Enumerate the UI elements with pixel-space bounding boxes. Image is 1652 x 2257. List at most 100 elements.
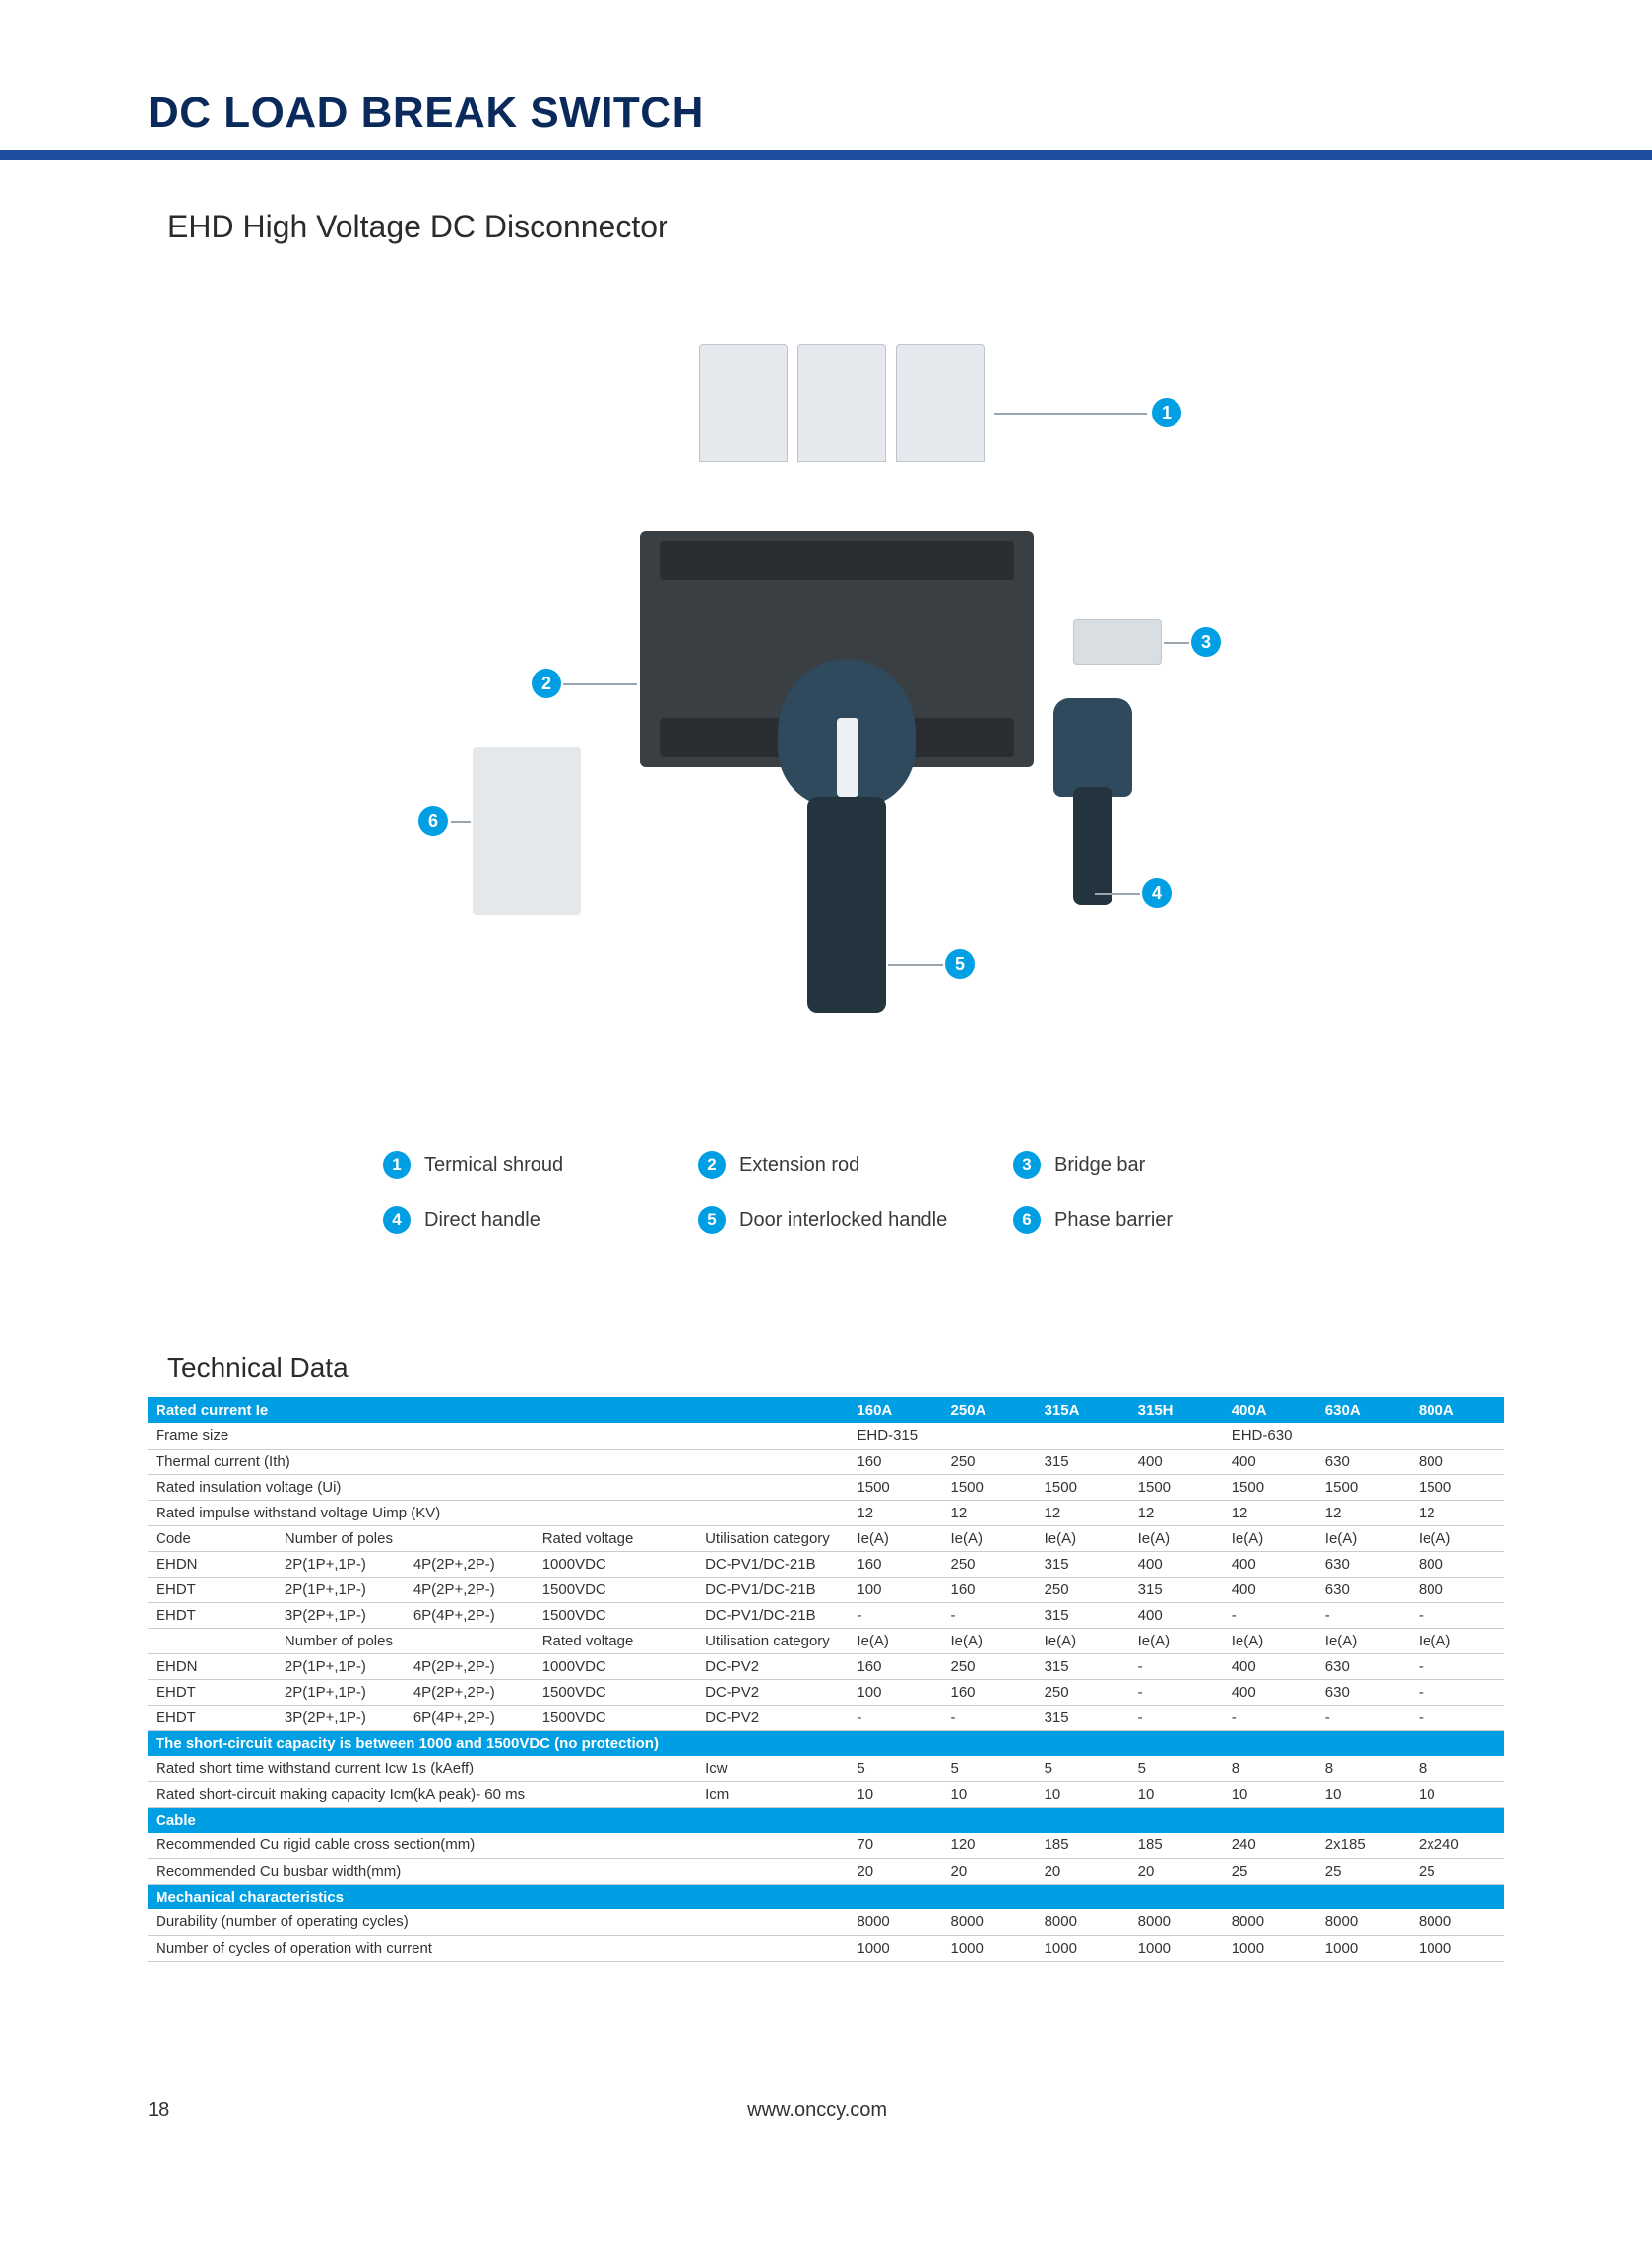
- table-header-cell: 250A: [942, 1397, 1036, 1423]
- table-cell: Cable: [148, 1807, 1504, 1833]
- table-cell: -: [1411, 1602, 1504, 1628]
- table-cell: 250: [1037, 1679, 1130, 1705]
- table-cell: Ie(A): [942, 1525, 1036, 1551]
- legend-badge: 4: [383, 1206, 411, 1234]
- table-cell: -: [1411, 1705, 1504, 1730]
- table-cell: 6P(4P+,2P-): [406, 1705, 535, 1730]
- table-cell: 20: [1130, 1858, 1224, 1884]
- table-cell: 12: [1130, 1500, 1224, 1525]
- table-cell: 10: [1317, 1781, 1411, 1807]
- table-cell: 4P(2P+,2P-): [406, 1577, 535, 1602]
- page-title: DC LOAD BREAK SWITCH: [148, 89, 1504, 138]
- table-cell: 6P(4P+,2P-): [406, 1602, 535, 1628]
- table-cell: 400: [1224, 1653, 1317, 1679]
- table-cell: Utilisation category: [697, 1628, 849, 1653]
- table-header-cell: 400A: [1224, 1397, 1317, 1423]
- table-cell: Ie(A): [942, 1628, 1036, 1653]
- table-header-cell: 160A: [849, 1397, 942, 1423]
- table-cell: 400: [1130, 1602, 1224, 1628]
- table-cell: 10: [1130, 1781, 1224, 1807]
- legend-badge: 1: [383, 1151, 411, 1179]
- table-cell: 10: [942, 1781, 1036, 1807]
- table-cell: EHD-315: [849, 1423, 1223, 1449]
- table-cell: 630: [1317, 1679, 1411, 1705]
- table-cell: Ie(A): [1224, 1525, 1317, 1551]
- table-cell: 8000: [1130, 1909, 1224, 1935]
- table-cell: 1500: [1224, 1474, 1317, 1500]
- table-cell: Ie(A): [1130, 1525, 1224, 1551]
- table-cell: 185: [1037, 1833, 1130, 1858]
- legend-label: Extension rod: [739, 1154, 859, 1177]
- table-cell: 2P(1P+,1P-): [277, 1653, 406, 1679]
- legend-item: 3Bridge bar: [1013, 1151, 1269, 1179]
- table-cell: 630: [1317, 1653, 1411, 1679]
- page-number: 18: [148, 2099, 169, 2122]
- table-cell: 1000: [1317, 1935, 1411, 1961]
- table-cell: Ie(A): [849, 1525, 942, 1551]
- table-cell: 20: [849, 1858, 942, 1884]
- table-cell: EHDT: [148, 1577, 277, 1602]
- table-cell: 160: [849, 1449, 942, 1474]
- table-cell: 1500: [849, 1474, 942, 1500]
- table-cell: 8000: [942, 1909, 1036, 1935]
- table-cell: Icm: [697, 1781, 849, 1807]
- table-cell: 3P(2P+,1P-): [277, 1602, 406, 1628]
- table-cell: 1500: [1317, 1474, 1411, 1500]
- table-cell: [406, 1525, 535, 1551]
- title-rule: [0, 150, 1652, 160]
- table-cell: 250: [942, 1653, 1036, 1679]
- table-cell: 1000: [849, 1935, 942, 1961]
- table-cell: 1000: [1037, 1935, 1130, 1961]
- table-cell: Ie(A): [1411, 1628, 1504, 1653]
- table-cell: 800: [1411, 1551, 1504, 1577]
- legend-label: Phase barrier: [1054, 1209, 1173, 1232]
- table-cell: Rated voltage: [535, 1628, 697, 1653]
- exploded-diagram: 1 2 3 4 5 6: [148, 304, 1504, 1112]
- table-cell: Ie(A): [1317, 1525, 1411, 1551]
- table-cell: EHDT: [148, 1705, 277, 1730]
- table-cell: Code: [148, 1525, 277, 1551]
- table-header-cell: 315A: [1037, 1397, 1130, 1423]
- legend-label: Direct handle: [424, 1209, 540, 1232]
- table-cell: 315: [1037, 1449, 1130, 1474]
- technical-data-table: Rated current Ie160A250A315A315H400A630A…: [148, 1397, 1504, 1962]
- table-cell: 1000: [942, 1935, 1036, 1961]
- diagram-legend: 1Termical shroud2Extension rod3Bridge ba…: [383, 1151, 1269, 1234]
- table-cell: -: [942, 1705, 1036, 1730]
- legend-badge: 3: [1013, 1151, 1041, 1179]
- table-cell: Ie(A): [849, 1628, 942, 1653]
- table-cell: 4P(2P+,2P-): [406, 1653, 535, 1679]
- callout-2: 2: [532, 669, 561, 698]
- table-cell: 8000: [1411, 1909, 1504, 1935]
- table-cell: Rated insulation voltage (Ui): [148, 1474, 849, 1500]
- table-cell: -: [1130, 1679, 1224, 1705]
- table-cell: 3P(2P+,1P-): [277, 1705, 406, 1730]
- legend-item: 2Extension rod: [698, 1151, 954, 1179]
- table-cell: [148, 1628, 277, 1653]
- table-cell: Rated voltage: [535, 1525, 697, 1551]
- table-cell: 1000: [1411, 1935, 1504, 1961]
- table-header-cell: 315H: [1130, 1397, 1224, 1423]
- table-cell: EHD-630: [1224, 1423, 1504, 1449]
- table-cell: 400: [1130, 1551, 1224, 1577]
- table-cell: 400: [1224, 1577, 1317, 1602]
- table-cell: 70: [849, 1833, 942, 1858]
- table-cell: 10: [1411, 1781, 1504, 1807]
- table-cell: DC-PV1/DC-21B: [697, 1577, 849, 1602]
- table-cell: 630: [1317, 1577, 1411, 1602]
- table-cell: Ie(A): [1130, 1628, 1224, 1653]
- table-cell: 1500: [1037, 1474, 1130, 1500]
- table-cell: 8: [1224, 1756, 1317, 1781]
- table-cell: Ie(A): [1411, 1525, 1504, 1551]
- table-cell: Recommended Cu rigid cable cross section…: [148, 1833, 849, 1858]
- table-cell: EHDT: [148, 1679, 277, 1705]
- table-cell: 100: [849, 1577, 942, 1602]
- table-cell: 12: [1411, 1500, 1504, 1525]
- table-cell: -: [1317, 1705, 1411, 1730]
- table-cell: 1500: [942, 1474, 1036, 1500]
- table-cell: 160: [849, 1551, 942, 1577]
- table-cell: 1000VDC: [535, 1653, 697, 1679]
- table-cell: Durability (number of operating cycles): [148, 1909, 849, 1935]
- table-cell: 1500VDC: [535, 1602, 697, 1628]
- table-cell: 160: [849, 1653, 942, 1679]
